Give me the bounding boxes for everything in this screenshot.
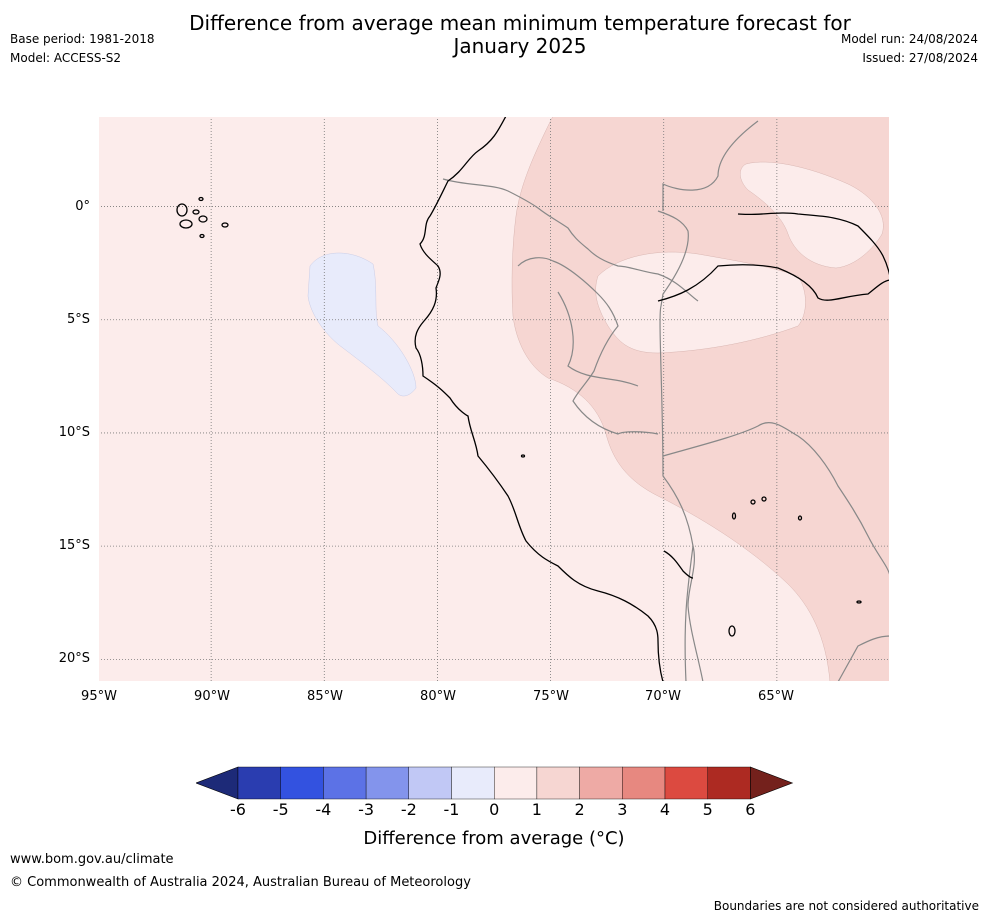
lon-label-70w: 70°W [645, 689, 681, 704]
colorbar-segment [664, 766, 708, 800]
colorbar-segment [622, 766, 666, 800]
lon-label-95w: 95°W [81, 689, 117, 704]
title-line-1: Difference from average mean minimum tem… [189, 11, 851, 35]
colorbar-segment [707, 766, 751, 800]
page-title: Difference from average mean minimum tem… [120, 12, 920, 58]
issued-date: Issued: 27/08/2024 [862, 51, 978, 65]
colorbar-segment [280, 766, 324, 800]
title-line-2: January 2025 [453, 34, 587, 58]
colorbar-tick-label: 3 [617, 800, 628, 819]
lon-label-65w: 65°W [758, 689, 794, 704]
lat-label-5s: 5°S [66, 312, 90, 327]
lon-label-80w: 80°W [420, 689, 456, 704]
colorbar-tick-label: -6 [230, 800, 246, 819]
colorbar-tick-label: 0 [489, 800, 500, 819]
colorbar-segment [494, 766, 538, 800]
colorbar-extend-low [196, 766, 239, 800]
model-run: Model run: 24/08/2024 [840, 32, 978, 46]
lon-label-85w: 85°W [307, 689, 343, 704]
country-borders [442, 120, 890, 682]
graticule [98, 116, 890, 682]
colorbar-label: Difference from average (°C) [363, 828, 625, 849]
lat-label-10s: 10°S [58, 425, 90, 440]
colorbar-tick-label: -4 [315, 800, 332, 819]
colorbar [196, 766, 794, 800]
forecast-map [98, 116, 890, 682]
colorbar-segment [237, 766, 281, 800]
colorbar-tick-label: 1 [531, 800, 542, 819]
colorbar-tick-label: 4 [659, 800, 671, 819]
colorbar-segment [408, 766, 452, 800]
lat-label-0: 0° [75, 199, 90, 214]
colorbar-tick-label: 2 [574, 800, 585, 819]
colorbar-segment [579, 766, 623, 800]
colorbar-tick-label: -3 [358, 800, 375, 819]
anomaly-fill-0-to-1-amazon [595, 251, 806, 354]
boundaries-disclaimer: Boundaries are not considered authoritat… [713, 899, 979, 913]
colorbar-tick-label: -5 [272, 800, 289, 819]
model-name: Model: ACCESS-S2 [10, 51, 122, 65]
colorbar-extend-high [750, 766, 794, 800]
colorbar-tick-label: 5 [702, 800, 713, 819]
base-period: Base period: 1981-2018 [10, 32, 155, 46]
lat-label-15s: 15°S [58, 538, 90, 553]
lon-label-90w: 90°W [194, 689, 230, 704]
colorbar-segment [536, 766, 580, 800]
colorbar-tick-label: -2 [400, 800, 417, 819]
copyright: © Commonwealth of Australia 2024, Austra… [10, 875, 471, 890]
colorbar-segment [323, 766, 367, 800]
source-url: www.bom.gov.au/climate [10, 852, 174, 867]
coastline [176, 116, 890, 682]
lon-label-75w: 75°W [533, 689, 569, 704]
lat-label-20s: 20°S [58, 651, 90, 666]
anomaly-fill-1-to-2 [511, 116, 890, 682]
anomaly-fill-minus1-to-0 [307, 252, 417, 397]
colorbar-segment [365, 766, 410, 800]
colorbar-segment [451, 766, 495, 800]
colorbar-tick-label: 6 [745, 800, 756, 819]
colorbar-tick-label: -1 [443, 800, 460, 819]
